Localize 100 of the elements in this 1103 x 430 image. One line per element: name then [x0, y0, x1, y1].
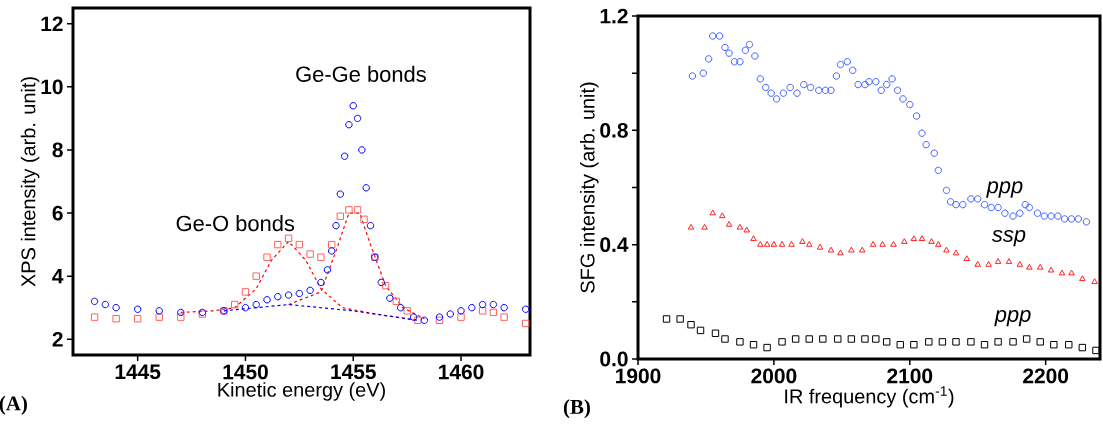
point [967, 338, 975, 346]
y-tick-label: 0.0 [600, 351, 628, 367]
point [763, 343, 771, 352]
point [274, 240, 282, 249]
point [1005, 258, 1013, 264]
point [414, 316, 422, 324]
y-tick-label: 6 [52, 205, 63, 221]
point [757, 240, 764, 247]
point [177, 308, 185, 317]
point [778, 240, 786, 247]
point [736, 338, 744, 346]
point [284, 234, 293, 242]
point [252, 300, 260, 309]
point [994, 258, 1002, 264]
point [788, 240, 795, 247]
point [938, 338, 947, 346]
point [952, 249, 960, 256]
point [721, 335, 729, 343]
point [861, 335, 869, 343]
point [340, 152, 349, 160]
x-tick-label: 2200 [1023, 368, 1069, 384]
point [985, 260, 992, 267]
point [366, 221, 375, 230]
point [263, 253, 271, 261]
point [1065, 341, 1073, 349]
point [241, 288, 250, 296]
point [457, 313, 465, 321]
point [403, 307, 411, 315]
point [101, 300, 110, 309]
point [332, 221, 340, 230]
y-axis-title: SFG intensity (arb. unit) [580, 82, 599, 293]
y-tick-label: 10 [41, 79, 63, 95]
point [687, 223, 695, 230]
series-label: ppp [994, 309, 1031, 327]
y-tick-label: 0.4 [600, 237, 629, 253]
point [386, 294, 394, 302]
x-axis-title: IR frequency (cm$^{-1}$) [785, 386, 954, 408]
point [274, 292, 282, 301]
point [327, 240, 336, 249]
point [336, 190, 345, 198]
point [489, 300, 498, 309]
point [90, 313, 99, 321]
point [1022, 335, 1031, 343]
point [910, 235, 918, 242]
point [1047, 266, 1055, 273]
point [112, 315, 120, 323]
point [349, 102, 357, 110]
series-label: ssp [991, 229, 1026, 247]
text: (A) [0, 395, 27, 415]
point [478, 307, 487, 315]
point [230, 300, 239, 309]
point [295, 240, 304, 249]
point [736, 223, 744, 230]
point [284, 291, 293, 299]
point [994, 338, 1002, 346]
point [718, 212, 726, 219]
point [358, 146, 366, 154]
point [317, 253, 325, 261]
point [1026, 263, 1033, 270]
point [396, 303, 405, 312]
point [478, 300, 487, 309]
point [353, 206, 362, 214]
x-tick-label: 2100 [887, 368, 933, 384]
point [1058, 269, 1066, 276]
point [711, 329, 720, 337]
point [1068, 269, 1075, 276]
point [295, 289, 304, 298]
point [896, 341, 904, 349]
point [360, 215, 368, 224]
point [409, 313, 418, 321]
point [500, 303, 508, 312]
point [890, 240, 897, 247]
point [827, 246, 835, 253]
point [858, 246, 866, 253]
point [805, 240, 813, 247]
point [500, 313, 508, 321]
y-tick-label: 8 [52, 142, 63, 158]
point [952, 338, 960, 346]
point [918, 235, 926, 242]
point [935, 240, 942, 247]
x-tick-label: 1455 [331, 364, 376, 380]
point [327, 247, 336, 255]
y-tick-label: 1.2 [600, 8, 628, 24]
point [263, 296, 271, 304]
point [345, 206, 353, 214]
point [696, 326, 705, 335]
point [882, 338, 891, 346]
point [377, 278, 385, 287]
point [489, 308, 498, 317]
point [879, 240, 886, 247]
point [770, 240, 778, 247]
point [943, 246, 950, 253]
x-tick-label: 1460 [439, 364, 484, 380]
point [1078, 343, 1087, 352]
point [381, 281, 390, 290]
point [662, 315, 671, 323]
point [791, 335, 800, 343]
point [834, 335, 842, 343]
point [816, 243, 824, 250]
point [709, 209, 717, 216]
